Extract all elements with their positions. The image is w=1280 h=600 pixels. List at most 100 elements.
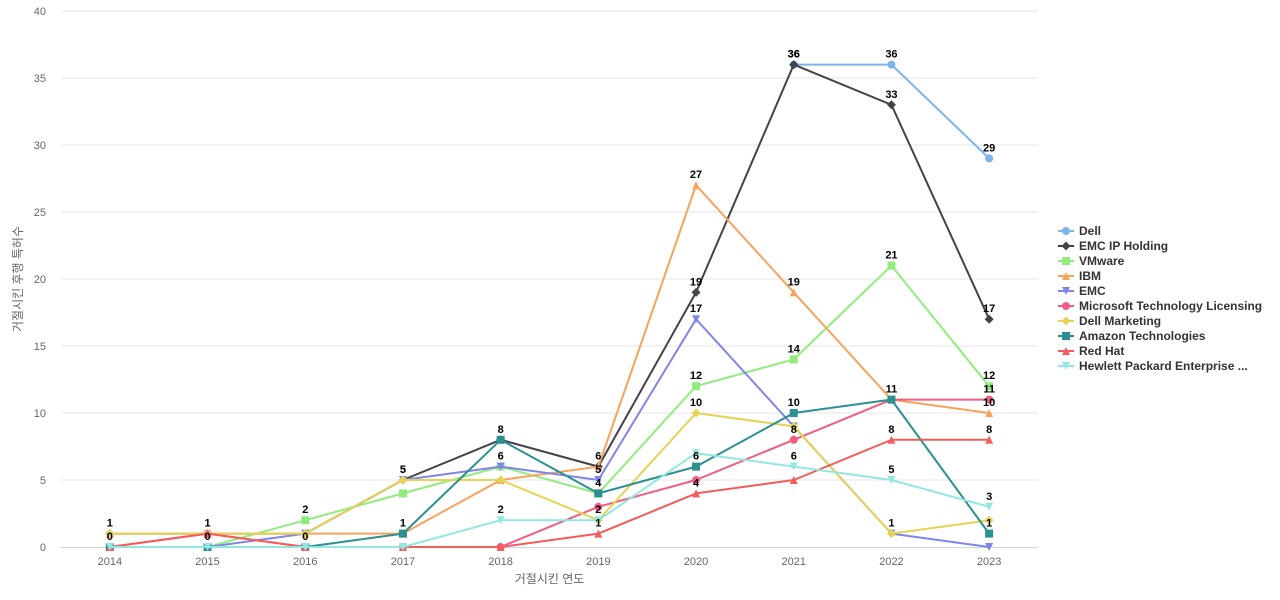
data-label: 1: [888, 518, 894, 530]
x-tick-label: 2020: [684, 556, 708, 568]
legend-marker: [1062, 287, 1070, 295]
data-point: [105, 529, 115, 539]
data-point: [300, 529, 310, 539]
data-label: 14: [788, 343, 801, 355]
data-label: 4: [595, 477, 602, 489]
series-line: [792, 63, 991, 160]
legend-item[interactable]: IBM: [1058, 269, 1101, 283]
x-tick-label: 2018: [488, 556, 512, 568]
data-label: 21: [885, 250, 897, 262]
y-tick-label: 5: [40, 475, 46, 487]
data-label: 19: [690, 276, 702, 288]
legend-label: Dell Marketing: [1079, 314, 1161, 328]
data-label: 8: [986, 424, 992, 436]
data-point: [887, 60, 896, 69]
data-label: 8: [791, 424, 797, 436]
data-label: 1: [400, 518, 406, 530]
data-label: 5: [888, 464, 894, 476]
data-label: 5: [400, 464, 406, 476]
legend-label: Red Hat: [1079, 344, 1124, 358]
data-point: [789, 421, 799, 431]
legend-item[interactable]: Dell Marketing: [1058, 314, 1161, 328]
legend-item[interactable]: Microsoft Technology Licensing: [1058, 299, 1262, 313]
data-point: [398, 529, 407, 538]
legend-marker: [1062, 332, 1070, 340]
data-point: [984, 515, 994, 525]
data-label: 17: [983, 303, 995, 315]
data-point: [692, 315, 701, 324]
data-point: [594, 462, 603, 471]
data-label: 8: [498, 424, 504, 436]
data-point: [594, 489, 603, 498]
y-tick-label: 25: [34, 207, 46, 219]
data-point: [789, 288, 798, 297]
data-label: 2: [595, 504, 601, 516]
data-point: [203, 543, 212, 551]
x-tick-label: 2021: [782, 556, 806, 568]
legend-item[interactable]: Red Hat: [1058, 344, 1124, 358]
data-label: 0: [302, 531, 308, 543]
data-label: 10: [788, 397, 800, 409]
legend-marker: [1062, 272, 1070, 280]
legend-marker: [1062, 227, 1070, 235]
series-3: [105, 181, 994, 538]
legend-item[interactable]: Hewlett Packard Enterprise ...: [1058, 359, 1248, 373]
legend-item[interactable]: Dell: [1058, 224, 1101, 238]
data-point: [789, 476, 798, 484]
legend-item[interactable]: EMC: [1058, 284, 1106, 298]
data-point: [105, 543, 114, 551]
data-point: [398, 543, 407, 551]
x-tick-label: 2016: [293, 556, 317, 568]
series-line: [108, 184, 991, 535]
data-label: 1: [595, 518, 601, 530]
x-tick-label: 2014: [98, 556, 122, 568]
data-point: [692, 476, 701, 484]
data-point: [985, 435, 994, 444]
data-label: 6: [595, 451, 601, 463]
data-label: 29: [983, 142, 995, 154]
data-point: [887, 435, 896, 444]
series-line: [108, 412, 991, 535]
data-point: [984, 314, 994, 324]
series-6: [105, 408, 994, 539]
series-4: [105, 315, 994, 551]
series-group: [105, 60, 994, 551]
x-tick-label: 2015: [195, 556, 219, 568]
data-label: 8: [888, 424, 894, 436]
legend-label: EMC: [1079, 284, 1106, 298]
legend-label: IBM: [1079, 269, 1101, 283]
data-point: [985, 529, 994, 538]
data-point: [691, 408, 701, 418]
x-tick-label: 2023: [977, 556, 1001, 568]
data-point: [887, 476, 896, 484]
y-tick-label: 20: [34, 274, 46, 286]
data-point: [398, 475, 408, 485]
data-point: [496, 462, 505, 471]
legend-item[interactable]: VMware: [1058, 254, 1125, 268]
data-label: 0: [204, 531, 210, 543]
data-point: [887, 395, 896, 404]
data-point: [594, 516, 603, 525]
data-label: 2: [302, 504, 308, 516]
legend-label: Hewlett Packard Enterprise ...: [1079, 359, 1248, 373]
data-label: 4: [693, 477, 700, 489]
legend-item[interactable]: EMC IP Holding: [1058, 239, 1168, 253]
data-label: 12: [690, 370, 702, 382]
x-tick-label: 2019: [586, 556, 610, 568]
y-tick-label: 40: [34, 6, 46, 18]
legend-marker: [1061, 241, 1071, 251]
data-point: [692, 489, 701, 498]
data-point: [594, 529, 603, 538]
data-label: 6: [791, 451, 797, 463]
data-point: [789, 355, 798, 364]
series-line: [108, 438, 991, 548]
data-label: 27: [690, 169, 702, 181]
legend-item[interactable]: Amazon Technologies: [1058, 329, 1206, 343]
data-label: 36: [885, 49, 897, 61]
data-label: 6: [498, 451, 504, 463]
data-label: 6: [693, 451, 699, 463]
data-point: [985, 502, 994, 511]
legend-marker: [1062, 257, 1070, 265]
